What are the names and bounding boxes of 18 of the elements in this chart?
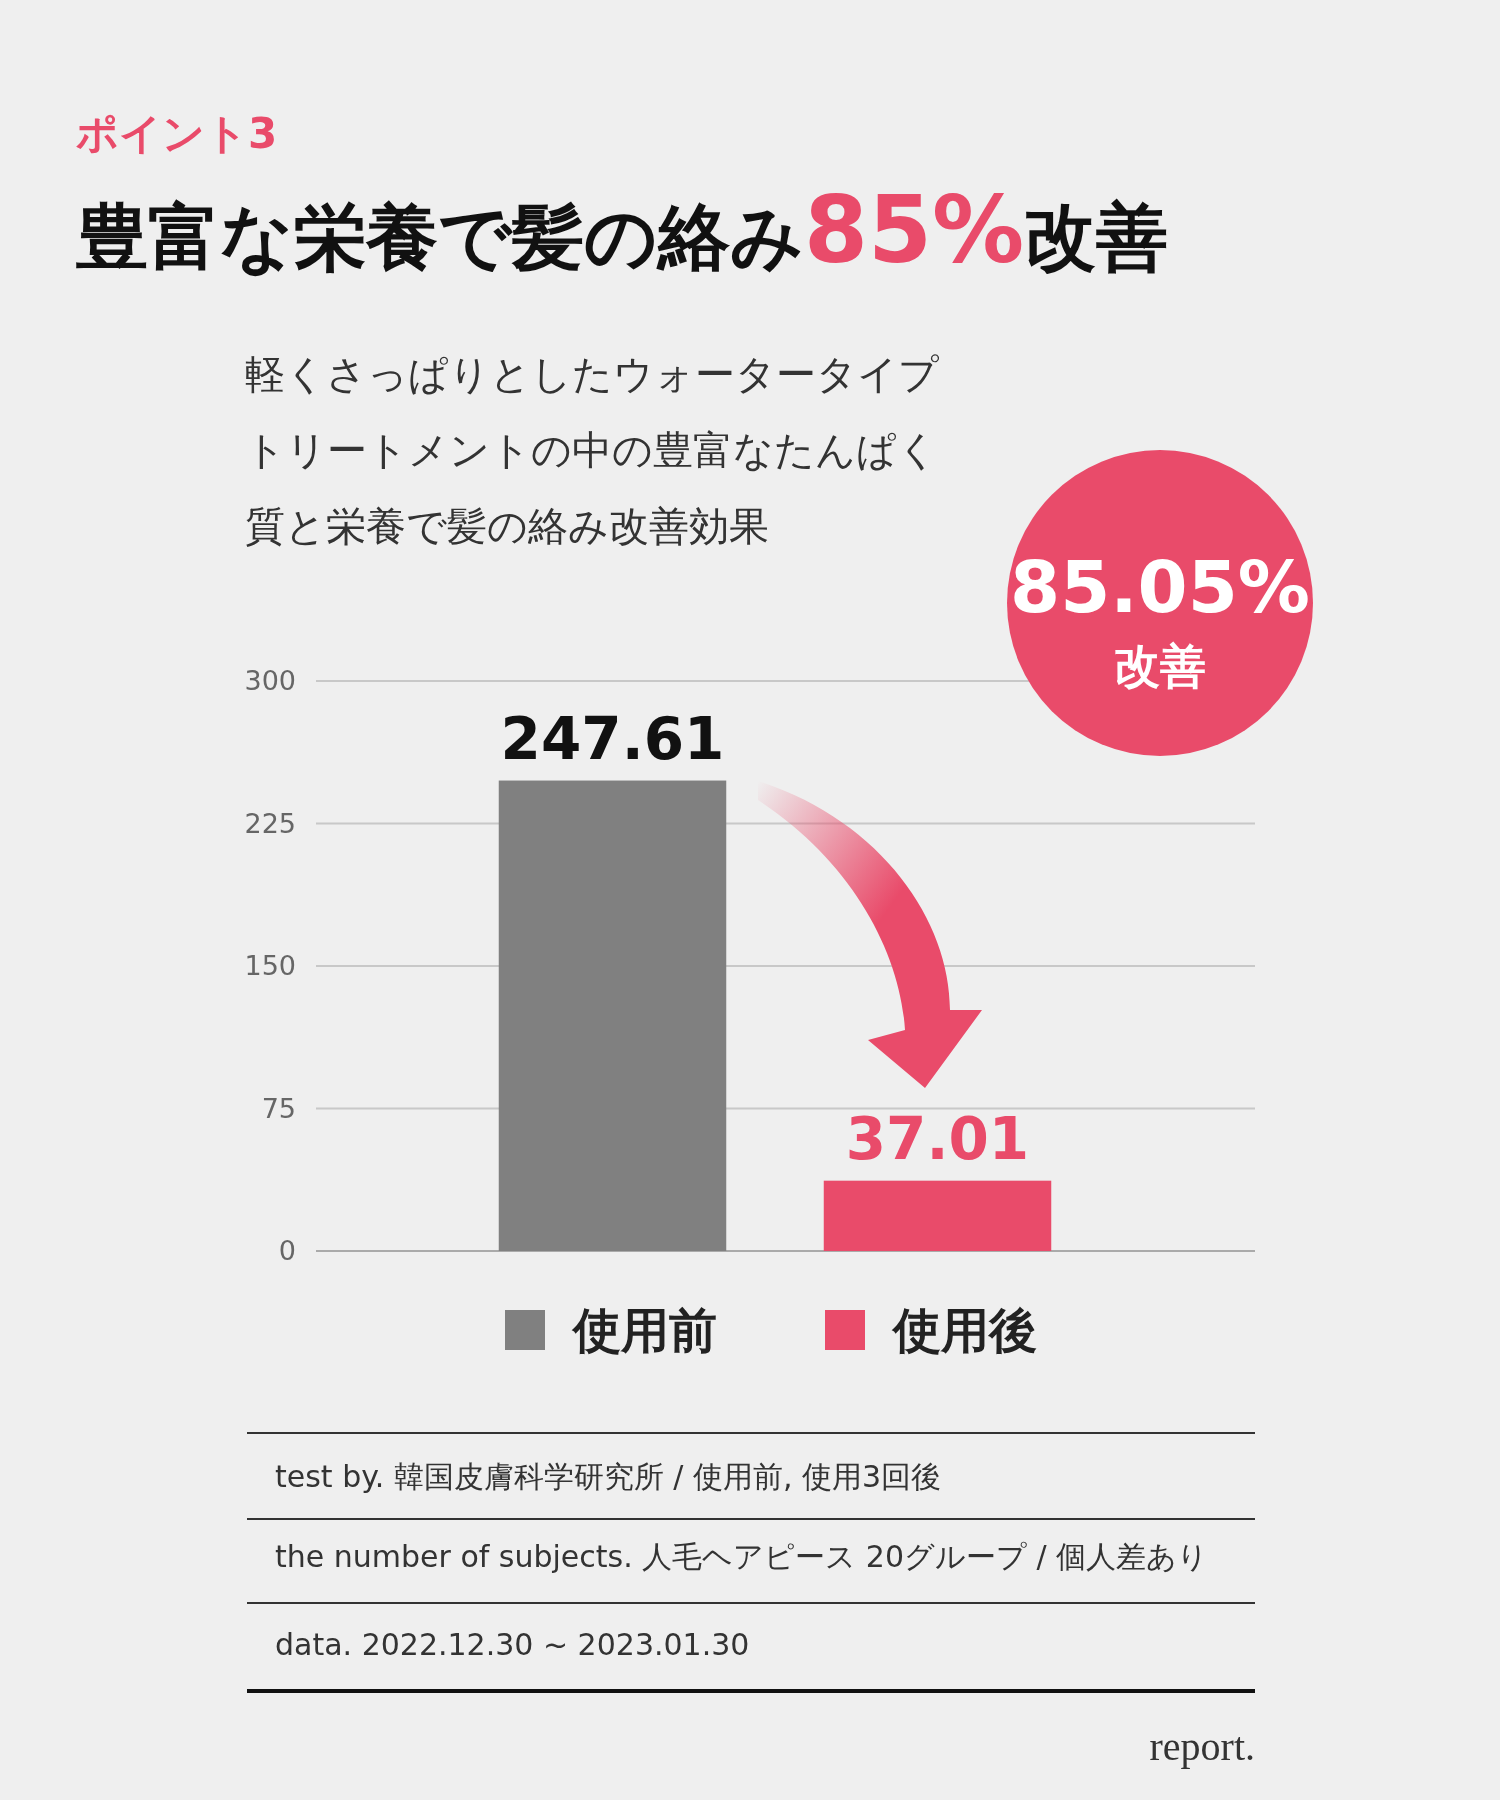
annotation: 改善 xyxy=(1114,639,1206,693)
chart-subtitle: 軽くさっぱりとしたウォータータイプトリートメントの中の豊富なたんぱく質と栄養で髪の絡み改善効果 xyxy=(245,351,940,549)
text: test by. 韓国皮膚科学研究所 / 使用前, 使用3回後 xyxy=(275,1459,942,1494)
y-tick-label: 150 xyxy=(244,950,296,981)
legend-label: 使用後 xyxy=(891,1302,1037,1358)
chart-title: 豊富な栄養で髪の絡み85%改善 xyxy=(76,177,1169,284)
y-tick-label: 0 xyxy=(278,1235,296,1266)
legend-label: 使用前 xyxy=(571,1302,717,1358)
text: ポイント3 xyxy=(76,109,278,158)
y-tick-label: 300 xyxy=(244,665,296,696)
y-tick-label: 225 xyxy=(244,807,296,839)
text: data. 2022.12.30 ~ 2023.01.30 xyxy=(275,1627,750,1662)
text: 85.05% xyxy=(1010,545,1310,629)
text: the number of subjects. 人毛ヘアピース 20グループ / 個人差あり xyxy=(275,1539,1209,1574)
y-tick-label: 75 xyxy=(261,1092,296,1124)
data-label: 37.01 xyxy=(845,1104,1030,1173)
text: report. xyxy=(1149,1724,1255,1769)
data-label: 247.61 xyxy=(500,704,725,773)
